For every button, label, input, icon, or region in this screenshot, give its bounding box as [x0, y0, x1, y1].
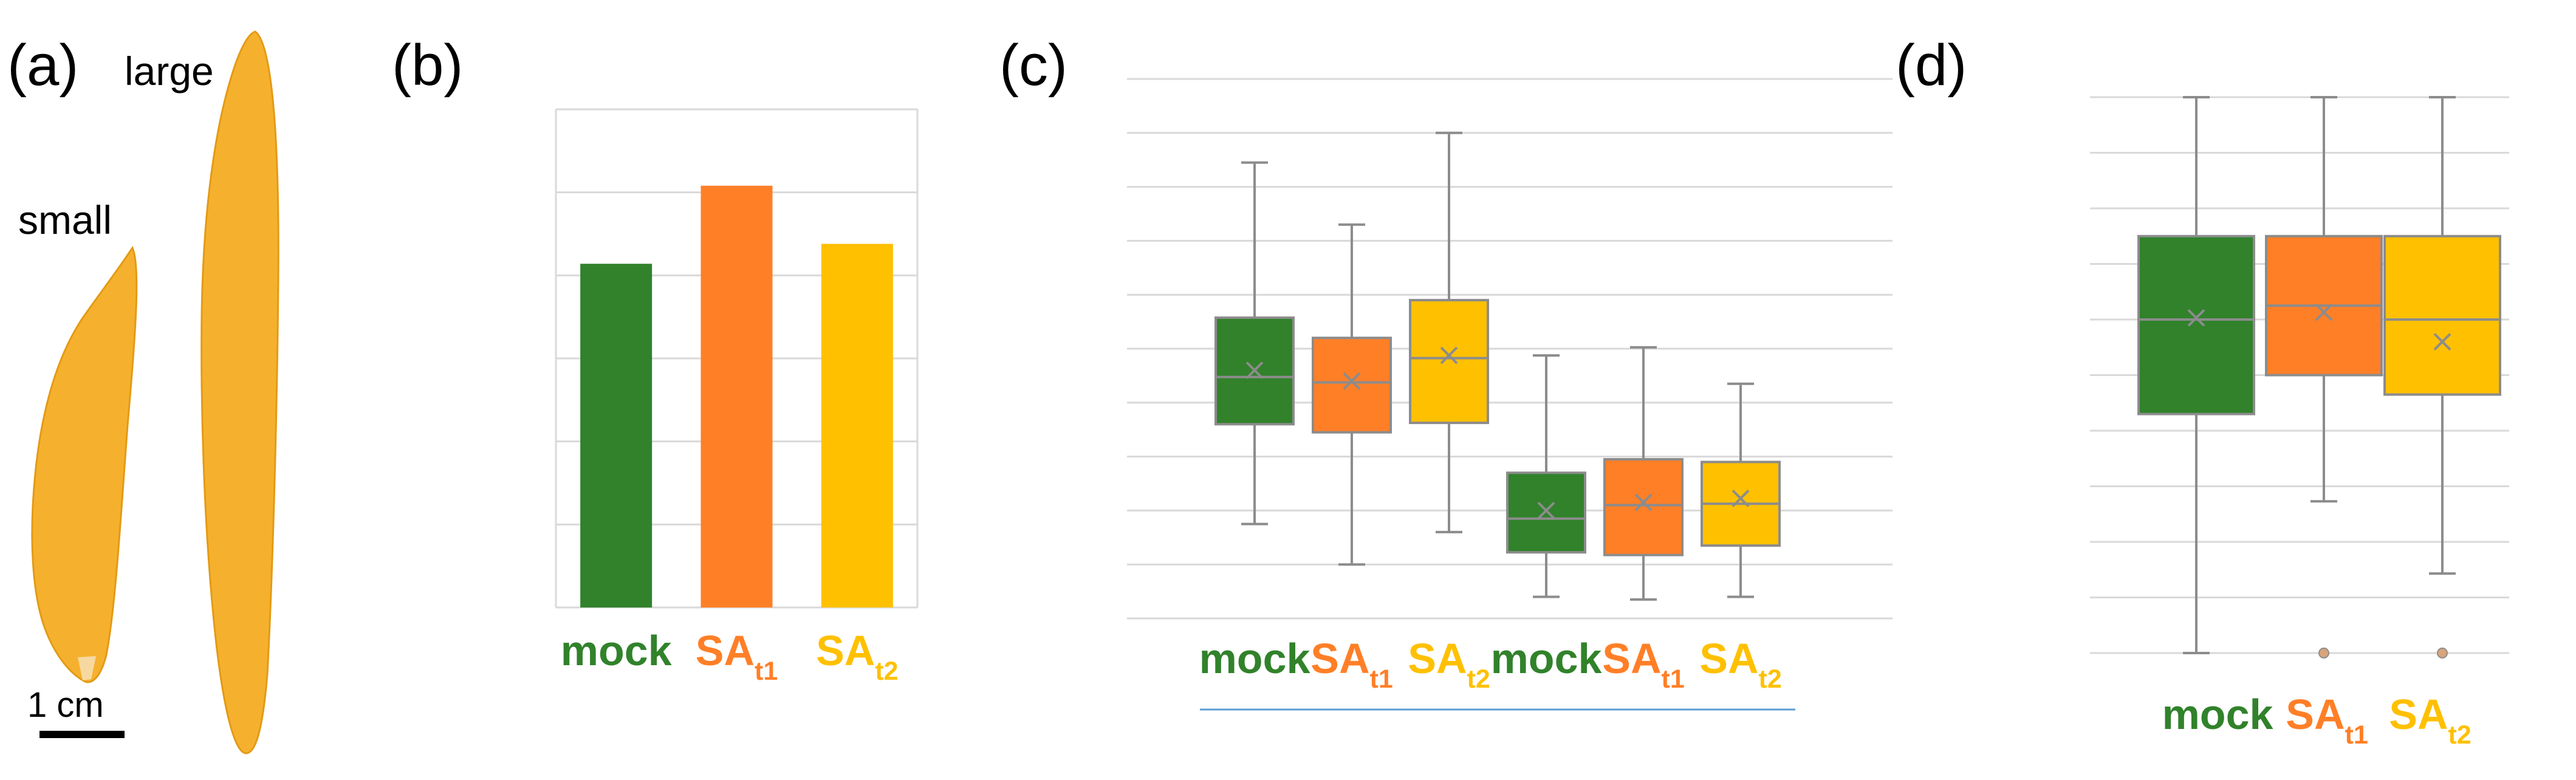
panel-c-letter: (c)	[999, 33, 1067, 98]
small-pod-tip	[78, 656, 96, 680]
bar-mock	[580, 264, 653, 607]
x-label-SA_t1-base: SA	[1310, 635, 1369, 682]
mean-marker	[1732, 490, 1750, 507]
x-label-mock: mock	[561, 627, 672, 674]
x-label-mock: mock	[1199, 635, 1310, 682]
panel-b: (b) mock SAt1 SAt2	[392, 33, 919, 686]
large-pod-image	[200, 30, 279, 754]
x-label-mock-base: mock	[2162, 691, 2273, 738]
scale-bar-line	[39, 731, 125, 738]
panel-a: (a) large small 1 cm	[7, 30, 279, 754]
x-label-SA_t1: SAt1	[1602, 635, 1684, 694]
bar-SA_t2	[821, 244, 893, 607]
x-label-SA_t1-subscript: t1	[2345, 720, 2368, 750]
x-label-mock: mock	[1491, 635, 1602, 682]
x-label-SA_t2: SAt2	[1699, 635, 1781, 694]
x-label-SA_t2-base: SA	[2389, 691, 2448, 738]
x-label-mock-base: mock	[561, 627, 672, 674]
outlier-point	[2437, 648, 2448, 659]
box-SA_t2	[2383, 234, 2501, 396]
x-label-SA_t1-base: SA	[1602, 635, 1661, 682]
x-label-SA_t1-subscript: t1	[755, 657, 778, 686]
panel-d: (d) mock SAt1 SAt2	[1896, 33, 2509, 750]
box-SA_t1	[1603, 458, 1684, 556]
box-SA_t2	[1409, 299, 1489, 425]
x-label-SA_t2-subscript: t2	[1467, 665, 1490, 694]
x-label-SA_t2-base: SA	[1699, 635, 1758, 682]
x-label-SA_t2: SAt2	[2389, 691, 2471, 750]
outlier-point	[2318, 648, 2329, 659]
box-mock	[1506, 471, 1586, 554]
pod-large-label: large	[125, 49, 214, 94]
box-SA_t1	[1312, 337, 1392, 434]
bar-SA_t1	[701, 185, 773, 607]
mean-marker	[1440, 346, 1458, 364]
mean-marker	[2315, 303, 2333, 321]
x-label-SA_t2-subscript: t2	[1759, 665, 1782, 694]
boxplot-dry-weight: mock SAt1 SAt2 mock SAt1 SAt2	[1127, 78, 1893, 711]
mean-marker	[1343, 372, 1361, 390]
x-label-SA_t2-subscript: t2	[875, 657, 898, 686]
x-label-SA_t2: SAt2	[816, 627, 898, 686]
mean-marker	[1634, 493, 1653, 511]
bar-chart-large-pods: mock SAt1 SAt2	[555, 108, 919, 686]
boxplot-percent-large-pods: mock SAt1 SAt2	[2090, 96, 2509, 750]
x-label-mock-base: mock	[1491, 635, 1602, 682]
x-label-SA_t2: SAt2	[1408, 635, 1490, 694]
x-label-SA_t1: SAt1	[1310, 635, 1392, 694]
mean-marker	[2433, 333, 2451, 351]
mean-marker	[2187, 309, 2205, 327]
pod-small-label: small	[18, 197, 112, 242]
x-label-SA_t1-base: SA	[2286, 691, 2345, 738]
x-label-SA_t2-subscript: t2	[2448, 720, 2472, 750]
small-pod-image	[31, 245, 138, 683]
x-label-SA_t2-base: SA	[1408, 635, 1467, 682]
panel-a-letter: (a)	[7, 33, 78, 98]
scale-bar-label: 1 cm	[27, 685, 104, 725]
box-mock	[2137, 234, 2255, 416]
x-label-mock: mock	[2162, 691, 2273, 738]
x-label-SA_t1-subscript: t1	[1370, 665, 1393, 694]
scale-bar: 1 cm	[27, 685, 125, 738]
x-label-SA_t1: SAt1	[2286, 691, 2368, 750]
x-label-mock-base: mock	[1199, 635, 1310, 682]
x-label-SA_t2-base: SA	[816, 627, 875, 674]
mean-marker	[1537, 501, 1555, 519]
mean-marker	[1245, 361, 1264, 379]
x-label-SA_t1-subscript: t1	[1662, 665, 1685, 694]
panel-c: (c) mock SAt1 SAt2 mock SAt1 SAt2	[999, 33, 1893, 711]
panel-d-letter: (d)	[1896, 33, 1967, 98]
x-label-SA_t1-base: SA	[696, 627, 755, 674]
panel-b-letter: (b)	[392, 33, 463, 98]
x-label-SA_t1: SAt1	[696, 627, 778, 686]
